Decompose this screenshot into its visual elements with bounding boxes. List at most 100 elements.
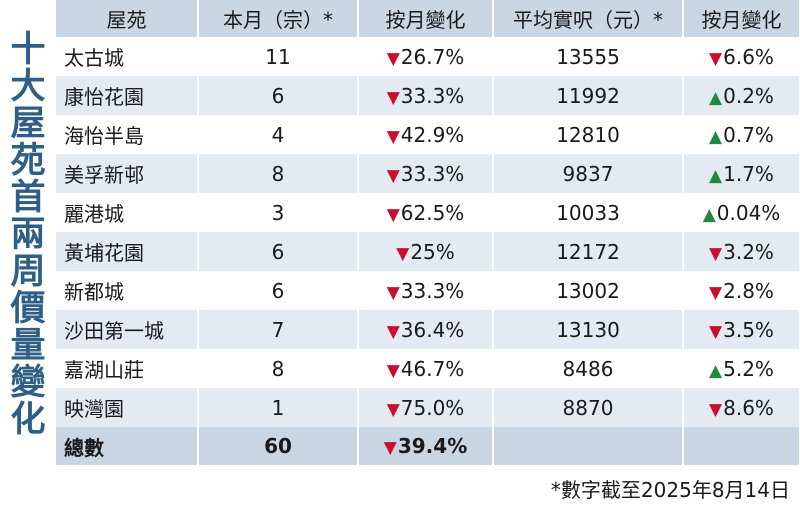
side-title-char: 量 (10, 325, 46, 366)
count-change: ▼62.5% (358, 193, 494, 232)
table-row: 新都城 6 ▼33.3% 13002 ▼2.8% (56, 271, 800, 310)
monthly-count: 1 (198, 388, 359, 427)
down-arrow-icon: ▼ (386, 282, 400, 303)
down-arrow-icon: ▼ (709, 399, 723, 420)
side-title-char: 十 (10, 29, 46, 70)
table-row: 黃埔花園 6 ▼25% 12172 ▼3.2% (56, 232, 800, 271)
table-row: 太古城 11 ▼26.7% 13555 ▼6.6% (56, 37, 800, 76)
monthly-count: 4 (198, 115, 359, 154)
total-row: 總數 60 ▼39.4% (56, 427, 800, 465)
down-arrow-icon: ▼ (709, 48, 723, 69)
count-change-value: 33.3% (400, 278, 465, 303)
down-arrow-icon: ▼ (386, 87, 400, 108)
avg-price: 12810 (493, 115, 684, 154)
count-change: ▼75.0% (358, 388, 494, 427)
price-change-value: 1.7% (723, 161, 774, 186)
price-change-value: 8.6% (723, 395, 774, 420)
header-count: 本月（宗）* (198, 0, 359, 37)
price-change-value: 6.6% (723, 44, 774, 69)
price-change-value: 2.8% (723, 278, 774, 303)
header-estate: 屋苑 (56, 0, 199, 37)
side-title-char: 周 (10, 251, 46, 292)
price-table: 屋苑 本月（宗）* 按月變化 平均實呎（元）* 按月變化 太古城 11 ▼26.7%… (56, 0, 800, 465)
count-change-value: 75.0% (400, 395, 465, 420)
count-change: ▼25% (358, 232, 494, 271)
header-price-change: 按月變化 (683, 0, 800, 37)
avg-price: 10033 (493, 193, 684, 232)
down-arrow-icon: ▼ (386, 48, 400, 69)
side-title-char: 化 (10, 399, 46, 440)
avg-price: 12172 (493, 232, 684, 271)
count-change-value: 25% (410, 239, 455, 264)
price-change: ▲0.7% (683, 115, 800, 154)
down-arrow-icon: ▼ (386, 126, 400, 147)
count-change-value: 46.7% (400, 356, 465, 381)
price-change-value: 3.2% (723, 239, 774, 264)
avg-price: 13555 (493, 37, 684, 76)
avg-price: 9837 (493, 154, 684, 193)
price-change-value: 0.04% (716, 200, 781, 225)
monthly-count: 6 (198, 232, 359, 271)
count-change-value: 33.3% (400, 161, 465, 186)
estate-name: 映灣園 (56, 388, 199, 427)
table-row: 嘉湖山莊 8 ▼46.7% 8486 ▲5.2% (56, 349, 800, 388)
estate-name: 嘉湖山莊 (56, 349, 199, 388)
price-change: ▼3.5% (683, 310, 800, 349)
avg-price: 11992 (493, 76, 684, 115)
monthly-count: 3 (198, 193, 359, 232)
count-change: ▼46.7% (358, 349, 494, 388)
price-change: ▼8.6% (683, 388, 800, 427)
table-row: 美孚新邨 8 ▼33.3% 9837 ▲1.7% (56, 154, 800, 193)
header-row: 屋苑 本月（宗）* 按月變化 平均實呎（元）* 按月變化 (56, 0, 800, 37)
side-title-char: 變 (10, 362, 46, 403)
down-arrow-icon: ▼ (386, 204, 400, 225)
table-row: 麗港城 3 ▼62.5% 10033 ▲0.04% (56, 193, 800, 232)
count-change-value: 62.5% (400, 200, 465, 225)
count-change-value: 36.4% (400, 317, 465, 342)
avg-price: 13130 (493, 310, 684, 349)
side-title-char: 兩 (10, 214, 46, 255)
side-title-char: 屋 (10, 103, 46, 144)
total-price-change (683, 427, 800, 465)
estate-name: 黃埔花園 (56, 232, 199, 271)
count-change: ▼42.9% (358, 115, 494, 154)
total-count: 60 (198, 427, 359, 465)
count-change: ▼33.3% (358, 154, 494, 193)
up-arrow-icon: ▲ (702, 204, 716, 225)
estate-name: 康怡花園 (56, 76, 199, 115)
down-arrow-icon: ▼ (383, 438, 397, 458)
estate-name: 新都城 (56, 271, 199, 310)
total-count-change: ▼39.4% (358, 427, 494, 465)
footnote: *數字截至2025年8月14日 (550, 478, 790, 502)
down-arrow-icon: ▼ (386, 360, 400, 381)
up-arrow-icon: ▲ (709, 87, 723, 108)
side-title-char: 大 (10, 66, 46, 107)
down-arrow-icon: ▼ (386, 399, 400, 420)
table-row: 海怡半島 4 ▼42.9% 12810 ▲0.7% (56, 115, 800, 154)
header-count-change: 按月變化 (358, 0, 494, 37)
monthly-count: 7 (198, 310, 359, 349)
price-change: ▼3.2% (683, 232, 800, 271)
monthly-count: 8 (198, 154, 359, 193)
count-change: ▼36.4% (358, 310, 494, 349)
avg-price: 13002 (493, 271, 684, 310)
total-label: 總數 (56, 427, 199, 465)
price-change-value: 3.5% (723, 317, 774, 342)
monthly-count: 6 (198, 271, 359, 310)
side-title-char: 苑 (10, 140, 46, 181)
monthly-count: 6 (198, 76, 359, 115)
price-change: ▼2.8% (683, 271, 800, 310)
monthly-count: 8 (198, 349, 359, 388)
avg-price: 8486 (493, 349, 684, 388)
table-row: 沙田第一城 7 ▼36.4% 13130 ▼3.5% (56, 310, 800, 349)
down-arrow-icon: ▼ (396, 243, 410, 264)
down-arrow-icon: ▼ (709, 282, 723, 303)
up-arrow-icon: ▲ (709, 360, 723, 381)
price-change-value: 0.2% (723, 83, 774, 108)
price-change: ▲0.04% (683, 193, 800, 232)
table-body: 太古城 11 ▼26.7% 13555 ▼6.6% 康怡花園 6 ▼33.3% 11992 ▲0.… (56, 37, 800, 427)
side-title: 十 大 屋 苑 首 兩 周 價 量 變 化 (0, 0, 56, 470)
estate-name: 美孚新邨 (56, 154, 199, 193)
up-arrow-icon: ▲ (709, 126, 723, 147)
avg-price: 8870 (493, 388, 684, 427)
